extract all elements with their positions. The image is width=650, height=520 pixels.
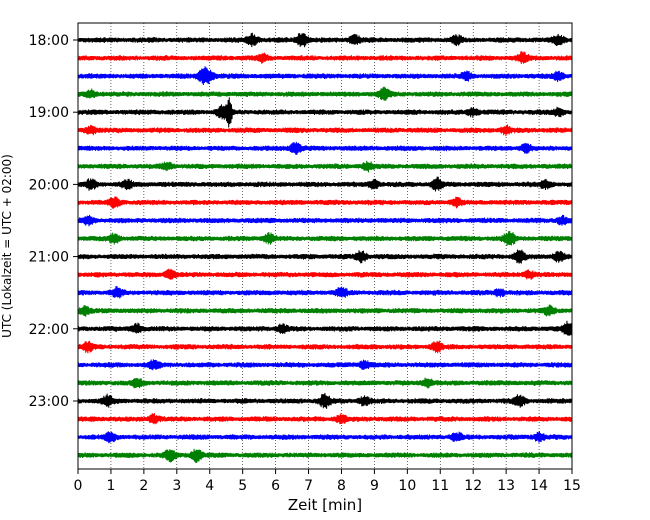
trace-row-1815 — [77, 51, 573, 64]
trace-row-2030 — [77, 214, 573, 227]
y-tick-label: 21:00 — [29, 250, 69, 266]
y-tick-label: 18:00 — [29, 33, 69, 49]
plot-frame — [77, 22, 573, 470]
x-tick-label: 1 — [106, 478, 115, 494]
x-tick-label: 13 — [497, 478, 515, 494]
trace-row-2215 — [77, 340, 573, 354]
y-axis-ticks: 18:00 19:00 20:00 21:00 22:00 23:00 — [29, 33, 78, 410]
trace-row-2300 — [77, 392, 573, 409]
trace-row-2000 — [77, 176, 573, 192]
x-axis-label: Zeit [min] — [288, 496, 362, 514]
vertical-grid — [110, 23, 540, 469]
y-tick-label: 19:00 — [29, 105, 69, 121]
trace-row-2245 — [77, 377, 573, 389]
y-axis-label: UTC (Lokalzeit = UTC + 02:00) — [0, 154, 14, 338]
trace-row-2015 — [77, 196, 573, 209]
x-tick-label: 10 — [398, 478, 416, 494]
x-tick-label: 15 — [563, 478, 581, 494]
trace-row-2130 — [77, 286, 573, 299]
x-tick-label: 3 — [172, 478, 181, 494]
x-tick-label: 9 — [370, 478, 379, 494]
y-tick-label: 22:00 — [29, 322, 69, 338]
x-tick-label: 14 — [530, 478, 548, 494]
x-axis-ticks: 0 1 2 3 4 5 6 7 8 9 10 11 12 13 14 15 — [74, 469, 581, 494]
y-tick-label: 20:00 — [29, 177, 69, 193]
trace-row-1900 — [77, 97, 573, 128]
trace-row-2100 — [77, 249, 573, 264]
trace-row-1945 — [77, 160, 573, 173]
trace-row-1930 — [77, 141, 573, 155]
trace-row-2230 — [77, 359, 573, 371]
x-tick-label: 6 — [271, 478, 280, 494]
x-tick-label: 7 — [304, 478, 313, 494]
trace-row-1800 — [77, 32, 573, 48]
trace-row-1845 — [77, 86, 573, 101]
trace-row-2200 — [77, 320, 573, 336]
y-tick-label: 23:00 — [29, 394, 69, 410]
trace-row-1830 — [77, 66, 573, 86]
trace-row-2315 — [77, 413, 573, 425]
x-tick-label: 5 — [238, 478, 247, 494]
trace-row-2045 — [77, 230, 573, 246]
trace-row-2345 — [77, 448, 573, 463]
x-tick-label: 0 — [74, 478, 83, 494]
x-tick-label: 11 — [431, 478, 449, 494]
x-tick-label: 2 — [139, 478, 148, 494]
trace-row-2330 — [77, 431, 573, 444]
x-tick-label: 12 — [464, 478, 482, 494]
trace-row-2115 — [77, 268, 573, 280]
seismic-traces — [77, 32, 573, 463]
trace-row-2145 — [77, 304, 573, 317]
x-tick-label: 8 — [337, 478, 346, 494]
trace-row-1915 — [77, 124, 573, 137]
x-tick-label: 4 — [205, 478, 214, 494]
